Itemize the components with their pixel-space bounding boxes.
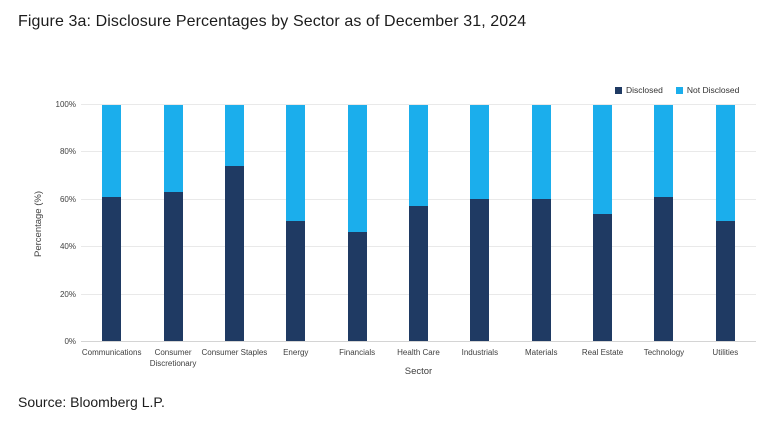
segment-disclosed-consumer-discretionary xyxy=(163,192,183,341)
segment-not-disclosed-real-estate xyxy=(593,105,613,214)
bar-consumer-staples xyxy=(224,105,244,341)
bar-consumer-discretionary xyxy=(163,105,183,341)
segment-not-disclosed-energy xyxy=(286,105,306,221)
x-axis-title: Sector xyxy=(404,366,433,377)
gridline-100- xyxy=(81,104,756,105)
x-tick-label-consumer-staples: Consumer Staples xyxy=(201,348,268,357)
bar-health-care xyxy=(409,105,428,341)
plot-area xyxy=(81,104,756,342)
bar-energy xyxy=(286,105,306,341)
y-tick-label-100-: 100% xyxy=(55,100,76,109)
x-tick-label-financials: Financials xyxy=(339,348,376,357)
segment-disclosed-materials xyxy=(531,199,551,341)
x-tick-label-real-estate: Real Estate xyxy=(581,348,624,357)
legend-swatch-disclosed xyxy=(615,86,622,94)
segment-not-disclosed-materials xyxy=(531,105,551,200)
segment-disclosed-energy xyxy=(286,220,306,341)
legend-item-not-disclosed: Not Disclosed xyxy=(675,85,740,95)
x-tick-label-materials: Materials xyxy=(524,348,558,357)
bar-materials xyxy=(531,105,551,341)
bar-financials xyxy=(347,105,367,341)
segment-disclosed-consumer-staples xyxy=(224,166,244,341)
x-tick-label-health-care: Health Care xyxy=(397,348,440,357)
bar-technology xyxy=(654,105,674,341)
y-tick-label-60-: 60% xyxy=(59,194,76,204)
legend-swatch-not-disclosed xyxy=(675,86,683,94)
bar-real-estate xyxy=(593,105,613,341)
segment-disclosed-real-estate xyxy=(593,213,613,341)
x-tick-label-communications: Communications xyxy=(81,348,142,357)
chart-legend: Disclosed Not Disclosed xyxy=(615,85,739,95)
segment-disclosed-financials xyxy=(347,232,367,341)
segment-not-disclosed-utilities xyxy=(715,105,735,221)
segment-disclosed-industrials xyxy=(470,199,490,341)
segment-disclosed-communications xyxy=(102,197,122,341)
segment-disclosed-health-care xyxy=(409,206,428,341)
bar-communications xyxy=(102,105,122,341)
segment-disclosed-technology xyxy=(654,197,674,341)
x-tick-label-consumer-discretionary: Consumer Discretionary xyxy=(149,348,197,368)
y-tick-label-20-: 20% xyxy=(59,289,76,299)
y-tick-label-0-: 0% xyxy=(64,337,76,346)
source-text: Source: Bloomberg L.P. xyxy=(18,394,165,410)
segment-not-disclosed-communications xyxy=(102,105,122,198)
x-tick-label-industrials: Industrials xyxy=(461,348,499,357)
segment-disclosed-utilities xyxy=(715,220,735,341)
bar-industrials xyxy=(470,105,490,341)
segment-not-disclosed-health-care xyxy=(409,105,428,207)
bar-utilities xyxy=(715,105,735,341)
legend-label-disclosed: Disclosed xyxy=(626,85,663,95)
legend-label-not-disclosed: Not Disclosed xyxy=(686,85,740,95)
segment-not-disclosed-consumer-discretionary xyxy=(163,105,183,193)
segment-not-disclosed-consumer-staples xyxy=(224,105,244,167)
figure-title: Figure 3a: Disclosure Percentages by Sec… xyxy=(18,13,527,30)
segment-not-disclosed-financials xyxy=(347,105,367,233)
x-tick-label-energy: Energy xyxy=(283,348,309,357)
legend-item-disclosed: Disclosed xyxy=(615,85,663,95)
y-axis-title: Percentage (%) xyxy=(33,190,44,257)
y-tick-label-40-: 40% xyxy=(59,242,76,252)
y-tick-label-80-: 80% xyxy=(59,147,76,157)
segment-not-disclosed-industrials xyxy=(470,105,490,200)
segment-not-disclosed-technology xyxy=(654,105,674,198)
x-tick-label-technology: Technology xyxy=(643,348,685,357)
x-tick-label-utilities: Utilities xyxy=(712,348,739,357)
